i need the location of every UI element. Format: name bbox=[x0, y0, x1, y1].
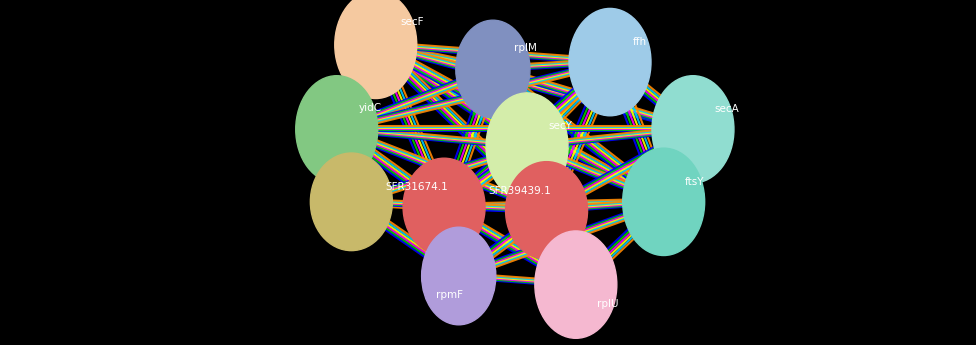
Ellipse shape bbox=[296, 76, 378, 183]
Ellipse shape bbox=[403, 158, 485, 256]
Text: yidC: yidC bbox=[358, 104, 382, 113]
Ellipse shape bbox=[535, 231, 617, 338]
Ellipse shape bbox=[456, 20, 530, 118]
Text: ffh: ffh bbox=[632, 37, 646, 47]
Text: secF: secF bbox=[400, 18, 424, 27]
Ellipse shape bbox=[486, 93, 568, 200]
Ellipse shape bbox=[623, 148, 705, 256]
Ellipse shape bbox=[335, 0, 417, 99]
Text: SFR31674.1: SFR31674.1 bbox=[386, 182, 448, 192]
Ellipse shape bbox=[569, 8, 651, 116]
Text: rplU: rplU bbox=[597, 299, 619, 308]
Ellipse shape bbox=[506, 162, 588, 259]
Ellipse shape bbox=[652, 76, 734, 183]
Text: ftsY: ftsY bbox=[685, 177, 705, 187]
Text: secA: secA bbox=[714, 104, 739, 114]
Text: secY: secY bbox=[549, 121, 572, 130]
Ellipse shape bbox=[310, 153, 392, 250]
Ellipse shape bbox=[422, 227, 496, 325]
Text: SFR39439.1: SFR39439.1 bbox=[488, 186, 550, 196]
Text: rplM: rplM bbox=[514, 43, 537, 53]
Text: rpmF: rpmF bbox=[436, 290, 464, 300]
